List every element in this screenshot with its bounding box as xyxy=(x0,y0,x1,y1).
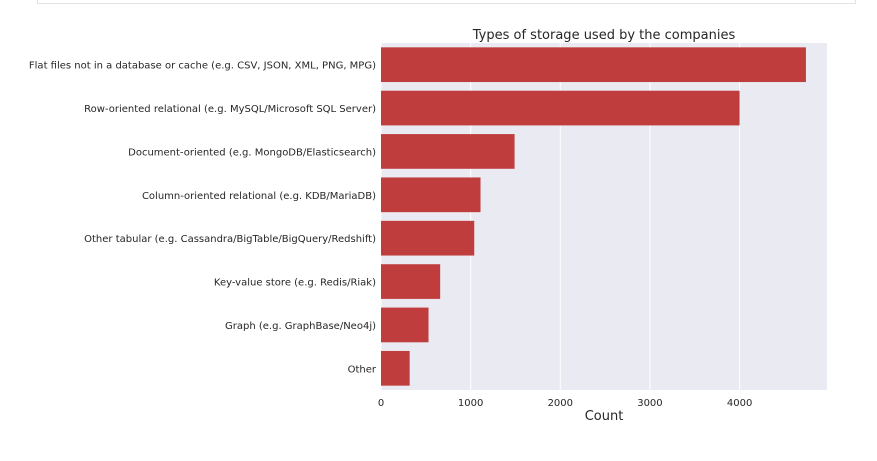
bar xyxy=(381,134,515,169)
bar xyxy=(381,177,481,213)
x-axis-label: Count xyxy=(585,409,624,424)
category-label: Graph (e.g. GraphBase/Neo4j) xyxy=(225,321,376,332)
category-label: Row-oriented relational (e.g. MySQL/Micr… xyxy=(84,104,376,115)
chart-title: Types of storage used by the companies xyxy=(472,28,736,43)
bar xyxy=(381,350,410,386)
bar xyxy=(381,264,441,299)
x-tick-label: 2000 xyxy=(548,398,573,409)
category-label: Document-oriented (e.g. MongoDB/Elastics… xyxy=(128,147,376,158)
category-label: Flat files not in a database or cache (e… xyxy=(29,61,376,72)
top-toolbar-edge xyxy=(37,0,856,4)
x-tick-label: 4000 xyxy=(727,398,752,409)
bar xyxy=(381,220,475,256)
category-label: Column-oriented relational (e.g. KDB/Mar… xyxy=(142,191,376,202)
category-label: Other xyxy=(348,364,377,375)
bar xyxy=(381,307,429,343)
category-labels: Flat files not in a database or cache (e… xyxy=(29,61,377,376)
category-label: Key-value store (e.g. Redis/Riak) xyxy=(214,278,376,289)
bar xyxy=(381,47,806,83)
x-tick-labels: 0 1000 2000 3000 4000 xyxy=(378,398,753,409)
bars xyxy=(381,47,806,386)
bar xyxy=(381,90,740,126)
category-label: Other tabular (e.g. Cassandra/BigTable/B… xyxy=(84,234,376,245)
x-tick-label: 3000 xyxy=(637,398,662,409)
x-tick-label: 0 xyxy=(378,398,384,409)
x-tick-label: 1000 xyxy=(458,398,483,409)
